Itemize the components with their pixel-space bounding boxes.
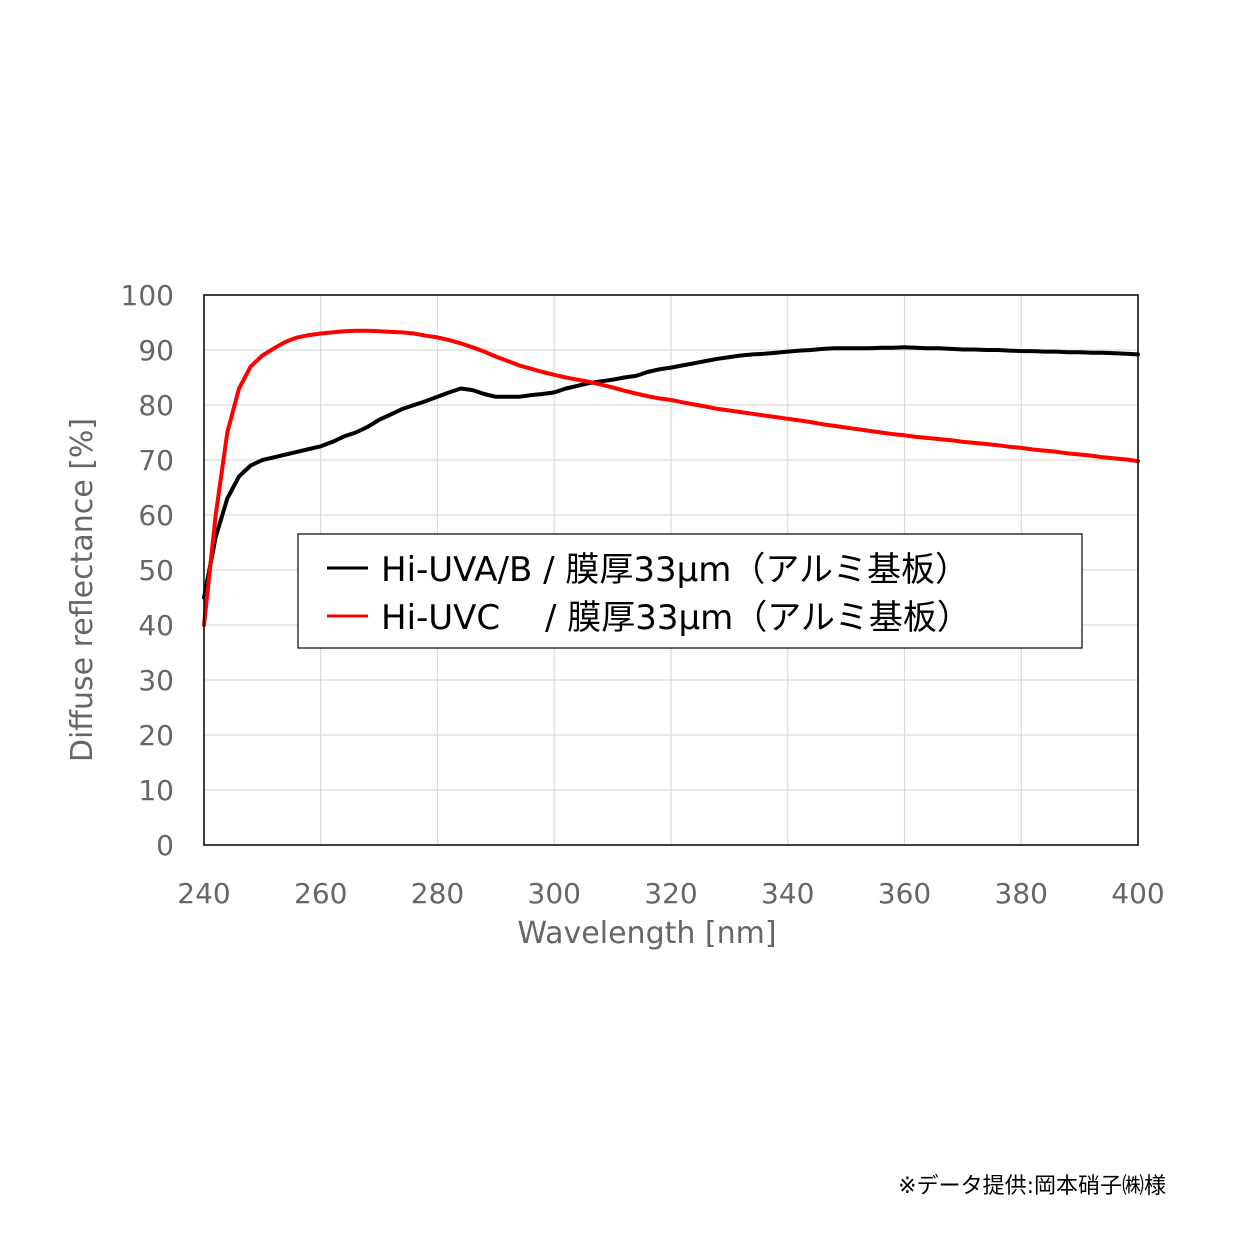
x-tick-label: 400 xyxy=(1111,877,1164,910)
y-tick-label: 90 xyxy=(138,334,174,367)
x-axis-title: Wavelength [nm] xyxy=(517,916,776,951)
x-tick-label: 360 xyxy=(878,877,931,910)
y-tick-label: 50 xyxy=(138,554,174,587)
series-line-1 xyxy=(202,328,1140,627)
y-tick-label: 10 xyxy=(138,774,174,807)
y-tick-label: 60 xyxy=(138,499,174,532)
x-tick-label: 260 xyxy=(294,877,347,910)
legend-box xyxy=(297,533,1083,649)
y-tick-label: 0 xyxy=(156,829,174,862)
y-tick-label: 30 xyxy=(138,664,174,697)
x-tick-label: 240 xyxy=(177,877,230,910)
y-tick-label: 20 xyxy=(138,719,174,752)
x-tick-label: 280 xyxy=(411,877,464,910)
tick-labels: 0 10 20 30 40 50 60 70 80 90 100 240 260 280 300 320 340… xyxy=(121,279,1165,910)
x-tick-label: 340 xyxy=(761,877,814,910)
series-line-0 xyxy=(202,345,1140,600)
y-axis-title: Diffuse reflectance [%] xyxy=(65,418,100,762)
x-tick-label: 300 xyxy=(528,877,581,910)
y-tick-label: 100 xyxy=(121,279,174,312)
plot-frame xyxy=(203,294,1139,846)
y-tick-label: 70 xyxy=(138,444,174,477)
x-tick-label: 380 xyxy=(995,877,1048,910)
y-tick-label: 80 xyxy=(138,389,174,422)
legend-label-hi-uva-b: Hi-UVA/B / 膜厚33μm（アルミ基板） xyxy=(381,550,969,590)
y-tick-label: 40 xyxy=(138,609,174,642)
x-tick-label: 320 xyxy=(644,877,697,910)
legend-label-hi-uvc: Hi-UVC / 膜厚33μm（アルミ基板） xyxy=(381,598,971,638)
data-credit-note: ※データ提供:岡本硝子㈱様 xyxy=(898,1174,1166,1199)
legend: Hi-UVA/B / 膜厚33μm（アルミ基板） Hi-UVC / 膜厚33μm… xyxy=(297,533,1083,649)
data-series xyxy=(202,328,1140,627)
